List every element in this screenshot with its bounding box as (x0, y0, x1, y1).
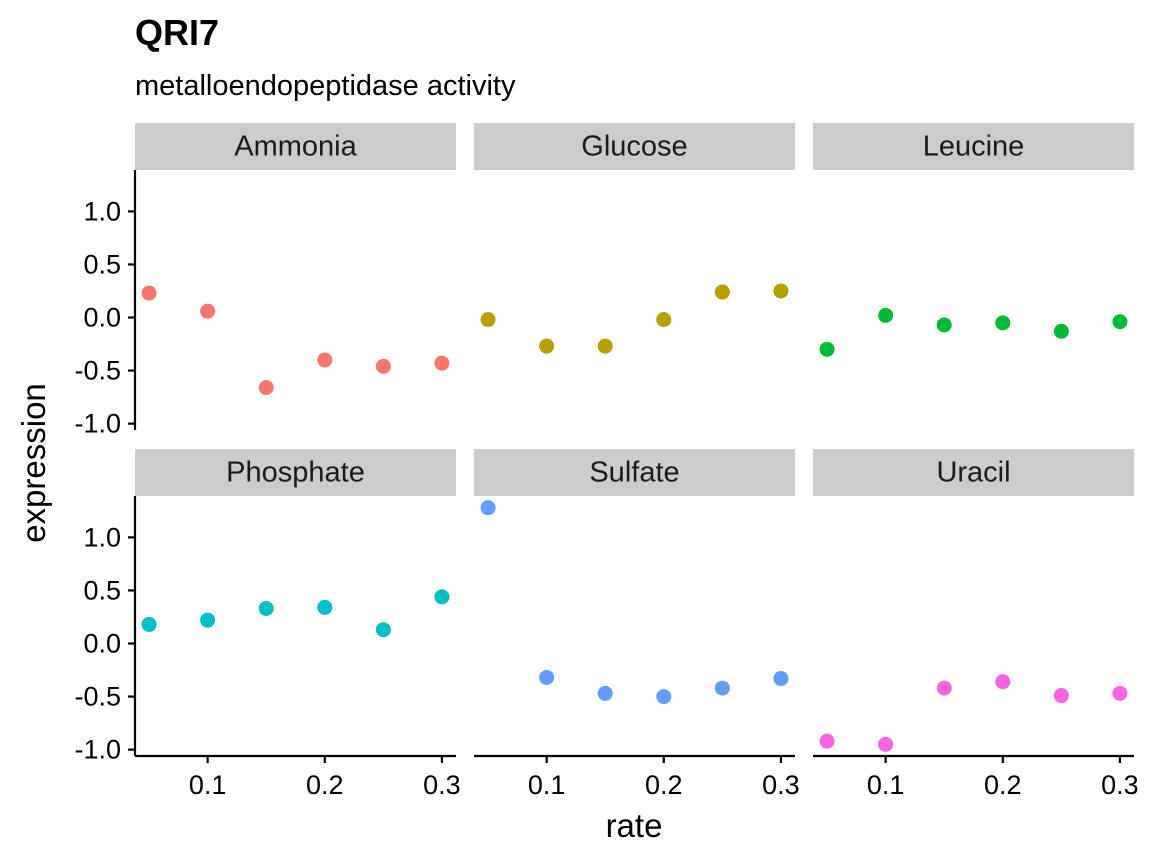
data-point (480, 500, 496, 516)
data-point (597, 685, 613, 701)
data-point (936, 317, 952, 333)
chart-subtitle: metalloendopeptidase activity (135, 70, 516, 102)
y-tick-label: -1.0 (74, 409, 121, 439)
y-tick-label: 0.5 (83, 249, 121, 279)
data-point (141, 616, 157, 632)
facet-strip (135, 123, 456, 170)
data-point (773, 671, 789, 687)
data-point (878, 307, 894, 323)
data-point (317, 352, 333, 368)
data-point (539, 338, 555, 354)
facet-strip-label: Phosphate (226, 457, 365, 489)
chart-title: QRI7 (135, 12, 220, 53)
facet-panel-uracil: Uracil 0.1 0.2 0.3 (813, 449, 1139, 800)
data-point (539, 669, 555, 685)
data-point (434, 355, 450, 371)
x-tick-label: 0.3 (423, 770, 461, 800)
data-point (1053, 323, 1069, 339)
data-point (714, 680, 730, 696)
facet-panel-leucine: Leucine (813, 123, 1134, 357)
x-tick-label: 0.1 (528, 770, 566, 800)
x-tick-label: 0.1 (867, 770, 905, 800)
y-tick-label: -0.5 (74, 356, 121, 386)
facet-panel-ammonia: Ammonia -1.0 -0.5 0.0 0.5 1.0 (74, 123, 456, 439)
y-tick-label: 1.0 (83, 522, 121, 552)
data-point (656, 689, 672, 705)
facet-strip (135, 449, 456, 496)
data-point (773, 283, 789, 299)
data-point (1053, 688, 1069, 704)
x-tick-label: 0.2 (984, 770, 1022, 800)
data-point (200, 303, 216, 319)
data-point (375, 622, 391, 638)
facet-strip-label: Ammonia (234, 131, 357, 163)
data-point (258, 380, 274, 396)
y-tick-label: 1.0 (83, 196, 121, 226)
facet-strip-label: Glucose (581, 131, 687, 163)
facet-strip (474, 123, 795, 170)
facet-strip-label: Leucine (923, 131, 1025, 163)
y-axis-title: expression (15, 383, 52, 543)
facet-strip (813, 449, 1134, 496)
facet-panel-phosphate: Phosphate -1.0 -0.5 0.0 0.5 1.0 0.1 0.2 0.3 (74, 449, 461, 800)
x-tick-label: 0.2 (306, 770, 344, 800)
facet-strip-label: Uracil (936, 457, 1010, 489)
facet-strip (474, 449, 795, 496)
x-axis-title: rate (606, 807, 663, 844)
y-tick-label: -0.5 (74, 682, 121, 712)
y-tick-label: 0.0 (83, 303, 121, 333)
data-point (878, 736, 894, 752)
data-point (375, 358, 391, 374)
data-point (656, 312, 672, 328)
data-point (434, 589, 450, 605)
data-point (995, 674, 1011, 690)
data-point (995, 315, 1011, 331)
facet-panel-glucose: Glucose (474, 123, 795, 354)
facet-strip (813, 123, 1134, 170)
data-point (819, 733, 835, 749)
data-point (936, 680, 952, 696)
data-point (258, 600, 274, 616)
data-point (317, 599, 333, 615)
data-point (819, 341, 835, 357)
data-point (1112, 314, 1128, 330)
y-tick-label: 0.0 (83, 629, 121, 659)
facet-strip-label: Sulfate (589, 457, 679, 489)
x-tick-label: 0.3 (1101, 770, 1139, 800)
x-tick-label: 0.2 (645, 770, 683, 800)
data-point (1112, 685, 1128, 701)
y-tick-label: -1.0 (74, 735, 121, 765)
y-tick-label: 0.5 (83, 575, 121, 605)
data-point (714, 284, 730, 300)
data-point (200, 612, 216, 628)
facet-panel-sulfate: Sulfate 0.1 0.2 0.3 (474, 449, 800, 800)
data-point (597, 338, 613, 354)
x-tick-label: 0.1 (189, 770, 227, 800)
data-point (141, 285, 157, 301)
data-point (480, 312, 496, 328)
x-tick-label: 0.3 (762, 770, 800, 800)
